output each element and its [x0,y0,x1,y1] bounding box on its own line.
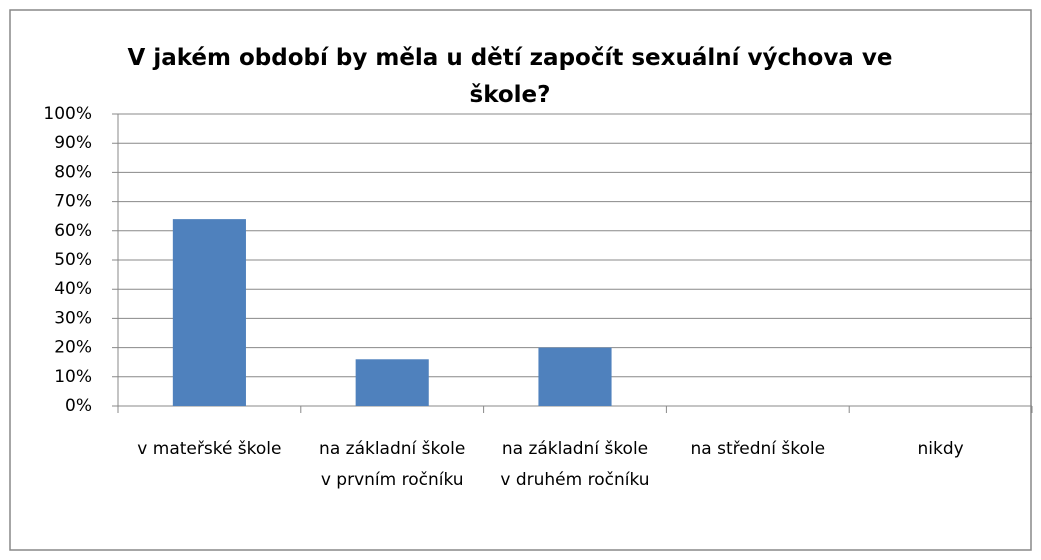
y-tick-label: 20% [54,338,92,358]
y-tick-label: 40% [54,279,92,299]
x-tick-label: na základní škole v prvním ročníku [319,439,466,490]
x-tick-label: na základní škole v druhém ročníku [500,439,650,490]
x-tick-label: v mateřské škole [137,439,282,459]
y-tick-label: 70% [54,192,92,212]
y-tick-label: 50% [54,250,92,270]
y-tick-label: 10% [54,367,92,387]
y-tick-label: 90% [54,133,92,153]
bar [538,347,612,406]
bar [355,359,429,406]
x-tick-label: nikdy [917,439,964,459]
y-tick-label: 100% [43,104,92,124]
y-tick-label: 30% [54,308,92,328]
x-tick-label: na střední škole [690,439,826,459]
bar [172,219,246,406]
chart-title: V jakém období by měla u dětí započít se… [127,45,893,108]
y-tick-label: 80% [54,162,92,182]
y-tick-label: 0% [65,396,92,416]
y-tick-label: 60% [54,221,92,241]
